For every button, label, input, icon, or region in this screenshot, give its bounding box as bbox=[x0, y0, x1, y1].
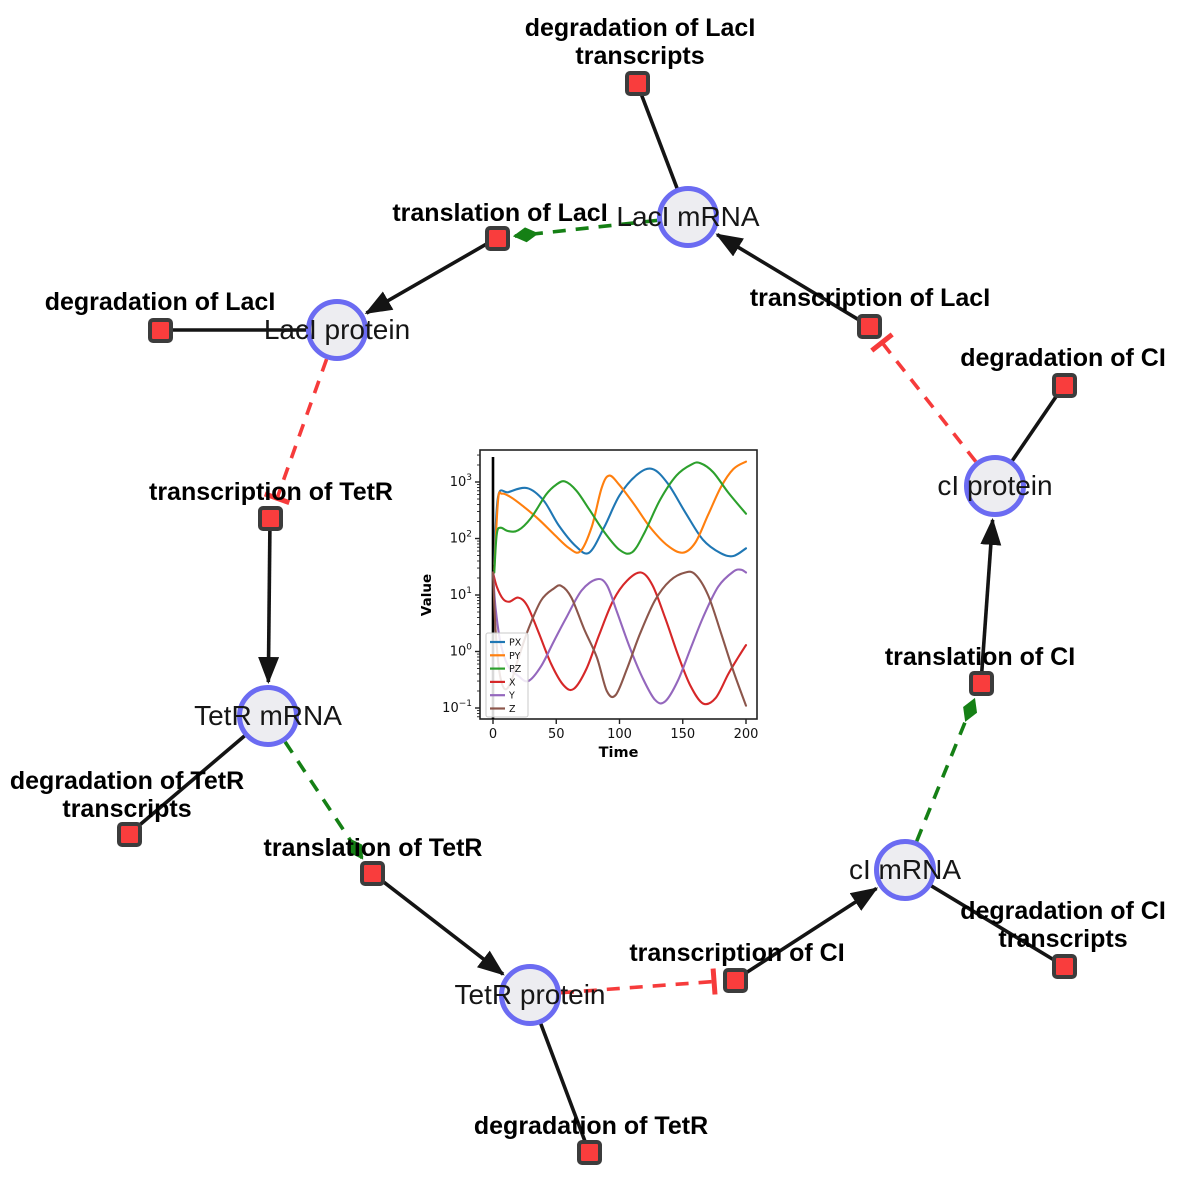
edge-modifier-tetr-mrna-to-translation-tetr bbox=[283, 740, 364, 860]
reaction-label-transcription-laci: transcription of LacI bbox=[749, 284, 991, 312]
x-tick-label: 100 bbox=[607, 727, 632, 742]
reaction-label-translation-ci: translation of CI bbox=[884, 643, 1076, 671]
species-label-ci-protein: cI protein bbox=[937, 470, 1053, 501]
species-node-laci-mrna[interactable] bbox=[657, 186, 719, 248]
legend-label-x: X bbox=[509, 677, 516, 688]
reaction-node-translation-ci[interactable] bbox=[968, 670, 994, 696]
series-line-z bbox=[491, 570, 748, 707]
reaction-label-transcription-ci: transcription of CI bbox=[629, 939, 845, 967]
species-label-ci-mrna: cI mRNA bbox=[849, 854, 961, 885]
edge-product-translation-ci-to-ci-protein bbox=[979, 517, 1002, 682]
y-tick-label: 100 bbox=[450, 643, 473, 660]
reaction-node-deg-tetr-tx[interactable] bbox=[116, 821, 142, 847]
reaction-label-deg-ci: degradation of CI bbox=[960, 344, 1166, 372]
plot-frame bbox=[479, 449, 758, 720]
x-tick-label: 0 bbox=[489, 727, 497, 742]
edge-product-translation-laci-to-laci-protein bbox=[364, 237, 497, 315]
reaction-label-deg-laci-tx: degradation of LacI transcripts bbox=[524, 14, 756, 70]
reaction-node-deg-ci[interactable] bbox=[1051, 372, 1077, 398]
species-node-ci-protein[interactable] bbox=[964, 455, 1026, 517]
species-node-laci-protein[interactable] bbox=[306, 299, 368, 361]
x-tick-label: 200 bbox=[734, 727, 759, 742]
legend-label-px: PX bbox=[509, 638, 522, 649]
series-line-px bbox=[493, 467, 748, 566]
species-label-laci-protein: LacI protein bbox=[263, 314, 411, 345]
species-node-tetr-protein[interactable] bbox=[499, 964, 561, 1026]
edge-product-transcription-tetr-to-tetr-mrna bbox=[258, 519, 280, 685]
reaction-node-transcription-ci[interactable] bbox=[722, 967, 748, 993]
species-label-tetr-mrna: TetR mRNA bbox=[194, 700, 342, 731]
reaction-node-deg-tetr[interactable] bbox=[576, 1139, 602, 1165]
legend-label-py: PY bbox=[509, 651, 521, 662]
series-line-pz bbox=[493, 461, 748, 574]
reaction-label-translation-laci: translation of LacI bbox=[392, 199, 608, 227]
y-tick-label: 103 bbox=[450, 473, 472, 490]
edge-inhibitor-laci-protein-to-transcription-tetr bbox=[263, 358, 329, 505]
reaction-label-deg-tetr: degradation of TetR bbox=[473, 1112, 709, 1140]
edge-inhibitor-tetr-protein-to-transcription-ci bbox=[560, 968, 718, 995]
reaction-label-deg-ci-tx: degradation of CI transcripts bbox=[960, 897, 1166, 953]
x-tick-label: 50 bbox=[548, 727, 565, 742]
reaction-node-transcription-laci[interactable] bbox=[856, 313, 882, 339]
y-tick-label: 10−1 bbox=[442, 699, 472, 716]
x-axis-label: Time bbox=[599, 745, 639, 761]
reaction-node-translation-laci[interactable] bbox=[484, 225, 510, 251]
legend-label-pz: PZ bbox=[509, 664, 522, 675]
reaction-node-deg-laci[interactable] bbox=[147, 317, 173, 343]
edge-modifier-laci-mrna-to-translation-laci bbox=[512, 218, 658, 243]
edge-modifier-ci-mrna-to-translation-ci bbox=[915, 697, 978, 842]
series-line-x bbox=[491, 571, 748, 706]
species-label-tetr-protein: TetR protein bbox=[454, 979, 606, 1010]
edge-product-transcription-laci-to-laci-mrna bbox=[715, 232, 869, 327]
reaction-label-deg-laci: degradation of LacI bbox=[44, 288, 276, 316]
reaction-label-transcription-tetr: transcription of TetR bbox=[149, 478, 393, 506]
plot-legend: PX PY PZ XYZ bbox=[485, 632, 529, 718]
edge-product-translation-tetr-to-tetr-protein bbox=[372, 872, 505, 976]
reaction-label-translation-tetr: translation of TetR bbox=[263, 834, 483, 862]
series-line-py bbox=[493, 460, 748, 571]
edge-inhibitor-ci-protein-to-transcription-laci bbox=[870, 332, 978, 463]
y-tick-label: 101 bbox=[450, 586, 472, 603]
species-node-ci-mrna[interactable] bbox=[874, 839, 936, 901]
legend-label-z: Z bbox=[509, 704, 516, 715]
species-node-tetr-mrna[interactable] bbox=[237, 685, 299, 747]
y-tick-label: 102 bbox=[450, 530, 472, 547]
species-label-laci-mrna: LacI mRNA bbox=[616, 201, 760, 232]
reaction-node-deg-laci-tx[interactable] bbox=[624, 70, 650, 96]
x-tick-label: 150 bbox=[670, 727, 695, 742]
reaction-node-translation-tetr[interactable] bbox=[359, 860, 385, 886]
y-axis-label: Value bbox=[419, 574, 435, 616]
reaction-node-transcription-tetr[interactable] bbox=[257, 505, 283, 531]
edge-product-transcription-ci-to-ci-mrna bbox=[735, 886, 879, 981]
timecourse-plot: 0 50 100 150 200 103 102 101 100 10−1 Time Value PX P… bbox=[415, 430, 780, 775]
legend-box bbox=[485, 632, 529, 718]
reaction-label-deg-tetr-tx: degradation of TetR transcripts bbox=[9, 767, 245, 823]
legend-label-y: Y bbox=[508, 691, 515, 702]
reaction-node-deg-ci-tx[interactable] bbox=[1051, 953, 1077, 979]
